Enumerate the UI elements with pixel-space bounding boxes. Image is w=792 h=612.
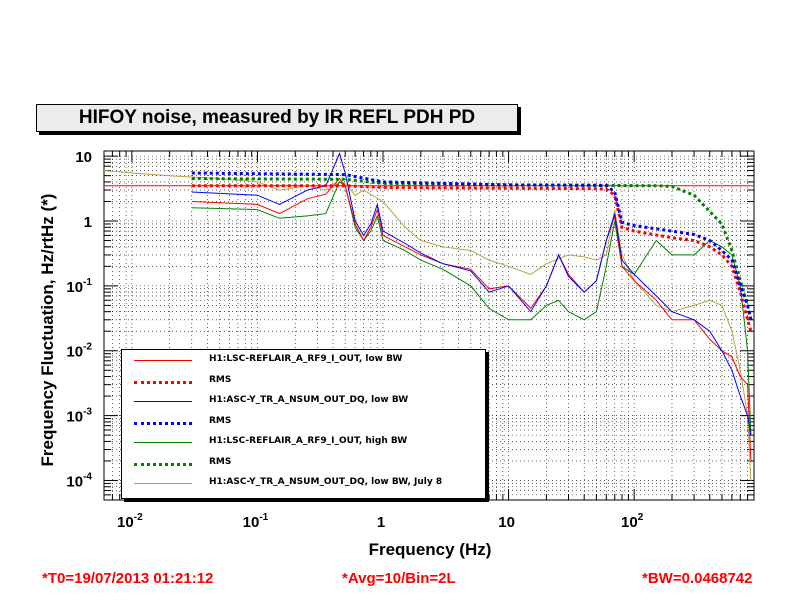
legend: H1:LSC-REFLAIR_A_RF9_I_OUT, low BW RMS H1:… (121, 349, 486, 499)
x-tick-label: 10 (498, 514, 515, 531)
x-tick-label: 10-1 (243, 512, 269, 531)
legend-item: H1:LSC-REFLAIR_A_RF9_I_OUT, low BW (122, 352, 485, 370)
y-tick-label: 10-1 (66, 277, 92, 296)
series-line-5 (191, 177, 753, 321)
footer-t0: *T0=19/07/2013 01:21:12 (42, 570, 214, 587)
series-line-3 (191, 171, 753, 321)
legend-swatch (134, 442, 192, 443)
y-tick-label: 1 (84, 214, 92, 231)
legend-item: RMS (122, 455, 485, 473)
legend-item: RMS (122, 414, 485, 432)
series-line-2 (191, 152, 752, 436)
x-tick-label: 10-2 (117, 512, 143, 531)
legend-item: H1:LSC-REFLAIR_A_RF9_I_OUT, high BW (122, 434, 485, 452)
legend-item: RMS (122, 373, 485, 391)
footer-bandwidth: *BW=0.0468742 (642, 570, 753, 587)
legend-label: H1:LSC-REFLAIR_A_RF9_I_OUT, high BW (209, 436, 408, 446)
legend-label: RMS (209, 415, 232, 426)
legend-label: RMS (209, 374, 232, 385)
legend-label: H1:LSC-REFLAIR_A_RF9_I_OUT, low BW (209, 354, 403, 364)
footer-avg-bin: *Avg=10/Bin=2L (342, 570, 456, 587)
legend-swatch (134, 421, 192, 425)
legend-label: H1:ASC-Y_TR_A_NSUM_OUT_DQ, low BW, July … (209, 477, 443, 487)
y-tick-label: 10-4 (66, 471, 92, 490)
y-tick-label: 10 (75, 149, 92, 166)
legend-label: H1:ASC-Y_TR_A_NSUM_OUT_DQ, low BW (209, 395, 409, 405)
legend-swatch (134, 401, 192, 402)
y-tick-label: 10-2 (66, 342, 92, 361)
legend-swatch (134, 483, 192, 484)
legend-item: H1:ASC-Y_TR_A_NSUM_OUT_DQ, low BW (122, 393, 485, 411)
legend-swatch (134, 380, 192, 384)
x-tick-label: 102 (621, 512, 644, 531)
legend-item: H1:ASC-Y_TR_A_NSUM_OUT_DQ, low BW, July … (122, 475, 485, 493)
y-tick-label: 10-3 (66, 407, 92, 426)
legend-swatch (134, 360, 192, 361)
chart-title: HIFOY noise, measured by IR REFL PDH PD (36, 104, 518, 132)
series-line-1 (191, 184, 753, 332)
y-axis-label: Frequency Fluctuation, Hz/rtHz (*) (38, 194, 57, 467)
legend-swatch (134, 462, 192, 466)
legend-label: RMS (209, 456, 232, 467)
x-tick-label: 1 (377, 514, 385, 531)
x-axis-label: Frequency (Hz) (369, 540, 492, 559)
